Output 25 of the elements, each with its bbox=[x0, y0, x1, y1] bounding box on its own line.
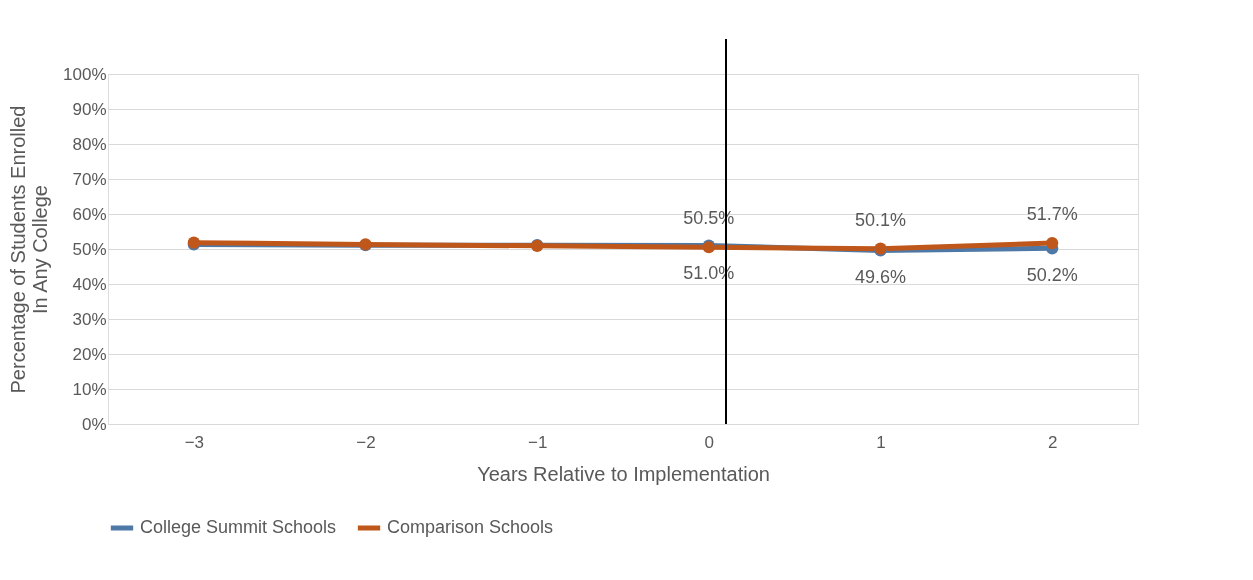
y-tick-label: 10% bbox=[72, 379, 107, 399]
y-tick-label: 40% bbox=[72, 274, 107, 294]
y-tick-label: 90% bbox=[72, 99, 107, 119]
data-label: 49.6% bbox=[854, 267, 907, 288]
x-tick-label: −1 bbox=[527, 432, 548, 452]
y-tick-label: 50% bbox=[72, 239, 107, 259]
y-tick-label: 60% bbox=[72, 204, 107, 224]
legend-label: Comparison Schools bbox=[387, 517, 554, 537]
x-axis-title: Years Relative to Implementation bbox=[477, 462, 770, 485]
data-label: 50.1% bbox=[854, 209, 907, 230]
data-label: 50.2% bbox=[1026, 265, 1078, 286]
data-label: 51.7% bbox=[1026, 204, 1078, 225]
y-tick-label: 20% bbox=[72, 344, 107, 364]
x-tick-label: 2 bbox=[1047, 432, 1058, 452]
y-tick-label: 100% bbox=[63, 64, 107, 84]
x-tick-label: 0 bbox=[704, 432, 715, 452]
y-tick-label: 0% bbox=[81, 414, 107, 434]
legend-label: College Summit Schools bbox=[140, 517, 337, 537]
y-tick-label: 30% bbox=[72, 309, 107, 329]
y-tick-label: 80% bbox=[72, 134, 107, 154]
x-tick-label: −2 bbox=[356, 432, 376, 452]
x-tick-label: 1 bbox=[876, 432, 886, 452]
x-tick-label: −3 bbox=[184, 432, 205, 452]
y-axis-title: Percentage of Students Enrolled In Any College bbox=[7, 105, 52, 394]
y-tick-label: 70% bbox=[72, 169, 107, 189]
